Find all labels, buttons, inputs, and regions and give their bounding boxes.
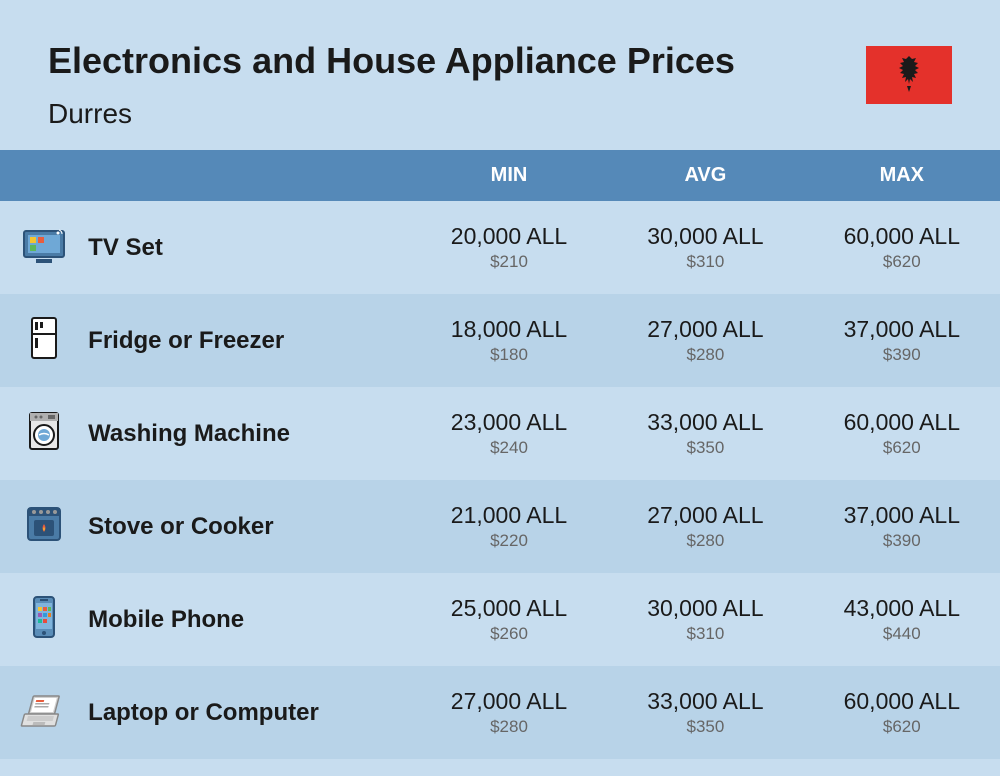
min-cell: 27,000 ALL $280 — [411, 666, 607, 759]
table-row: Laptop or Computer 27,000 ALL $280 33,00… — [0, 666, 1000, 759]
price-local: 27,000 ALL — [419, 688, 599, 715]
price-local: 60,000 ALL — [812, 688, 992, 715]
item-name: TV Set — [80, 201, 411, 294]
min-cell: 18,000 ALL $180 — [411, 294, 607, 387]
price-local: 23,000 ALL — [419, 409, 599, 436]
table-row: Fridge or Freezer 18,000 ALL $180 27,000… — [0, 294, 1000, 387]
col-name — [80, 150, 411, 201]
max-cell: 60,000 ALL $620 — [804, 666, 1000, 759]
price-usd: $440 — [812, 624, 992, 644]
fridge-icon — [0, 294, 80, 387]
table-row: Mobile Phone 25,000 ALL $260 30,000 ALL … — [0, 573, 1000, 666]
avg-cell: 27,000 ALL $280 — [607, 480, 803, 573]
price-local: 60,000 ALL — [812, 223, 992, 250]
price-local: 25,000 ALL — [419, 595, 599, 622]
item-name: Fridge or Freezer — [80, 294, 411, 387]
price-usd: $280 — [419, 717, 599, 737]
price-usd: $180 — [419, 345, 599, 365]
mobile-phone-icon — [0, 573, 80, 666]
price-usd: $310 — [615, 252, 795, 272]
item-name: Stove or Cooker — [80, 480, 411, 573]
max-cell: 37,000 ALL $390 — [804, 294, 1000, 387]
price-usd: $210 — [419, 252, 599, 272]
item-name: Washing Machine — [80, 387, 411, 480]
price-usd: $620 — [812, 438, 992, 458]
price-local: 30,000 ALL — [615, 223, 795, 250]
min-cell: 21,000 ALL $220 — [411, 480, 607, 573]
col-avg: AVG — [607, 150, 803, 201]
price-local: 30,000 ALL — [615, 595, 795, 622]
min-cell: 25,000 ALL $260 — [411, 573, 607, 666]
price-local: 37,000 ALL — [812, 502, 992, 529]
price-usd: $390 — [812, 345, 992, 365]
max-cell: 60,000 ALL $620 — [804, 387, 1000, 480]
stove-icon — [0, 480, 80, 573]
tv-icon — [0, 201, 80, 294]
price-usd: $350 — [615, 438, 795, 458]
price-local: 27,000 ALL — [615, 316, 795, 343]
price-usd: $310 — [615, 624, 795, 644]
price-usd: $620 — [812, 252, 992, 272]
col-min: MIN — [411, 150, 607, 201]
price-local: 43,000 ALL — [812, 595, 992, 622]
price-local: 60,000 ALL — [812, 409, 992, 436]
price-local: 33,000 ALL — [615, 409, 795, 436]
min-cell: 23,000 ALL $240 — [411, 387, 607, 480]
laptop-icon — [0, 666, 80, 759]
washing-machine-icon — [0, 387, 80, 480]
price-local: 33,000 ALL — [615, 688, 795, 715]
price-local: 20,000 ALL — [419, 223, 599, 250]
avg-cell: 27,000 ALL $280 — [607, 294, 803, 387]
table-header: MIN AVG MAX — [0, 150, 1000, 201]
page-title: Electronics and House Appliance Prices — [48, 40, 735, 82]
avg-cell: 33,000 ALL $350 — [607, 666, 803, 759]
price-usd: $390 — [812, 531, 992, 551]
max-cell: 60,000 ALL $620 — [804, 201, 1000, 294]
title-block: Electronics and House Appliance Prices D… — [48, 40, 735, 130]
max-cell: 37,000 ALL $390 — [804, 480, 1000, 573]
table-row: TV Set 20,000 ALL $210 30,000 ALL $310 6… — [0, 201, 1000, 294]
min-cell: 20,000 ALL $210 — [411, 201, 607, 294]
price-usd: $220 — [419, 531, 599, 551]
albania-flag-icon — [866, 46, 952, 104]
table-row: Washing Machine 23,000 ALL $240 33,000 A… — [0, 387, 1000, 480]
price-usd: $620 — [812, 717, 992, 737]
item-name: Laptop or Computer — [80, 666, 411, 759]
table-body: TV Set 20,000 ALL $210 30,000 ALL $310 6… — [0, 201, 1000, 759]
table-row: Stove or Cooker 21,000 ALL $220 27,000 A… — [0, 480, 1000, 573]
col-icon — [0, 150, 80, 201]
price-usd: $280 — [615, 531, 795, 551]
price-local: 18,000 ALL — [419, 316, 599, 343]
page-subtitle: Durres — [48, 98, 735, 130]
price-usd: $350 — [615, 717, 795, 737]
page-header: Electronics and House Appliance Prices D… — [0, 0, 1000, 150]
price-local: 37,000 ALL — [812, 316, 992, 343]
avg-cell: 33,000 ALL $350 — [607, 387, 803, 480]
avg-cell: 30,000 ALL $310 — [607, 201, 803, 294]
price-local: 27,000 ALL — [615, 502, 795, 529]
col-max: MAX — [804, 150, 1000, 201]
avg-cell: 30,000 ALL $310 — [607, 573, 803, 666]
price-table: MIN AVG MAX TV Set 20,000 ALL $210 30,00… — [0, 150, 1000, 759]
max-cell: 43,000 ALL $440 — [804, 573, 1000, 666]
price-usd: $280 — [615, 345, 795, 365]
price-local: 21,000 ALL — [419, 502, 599, 529]
item-name: Mobile Phone — [80, 573, 411, 666]
price-usd: $260 — [419, 624, 599, 644]
price-usd: $240 — [419, 438, 599, 458]
